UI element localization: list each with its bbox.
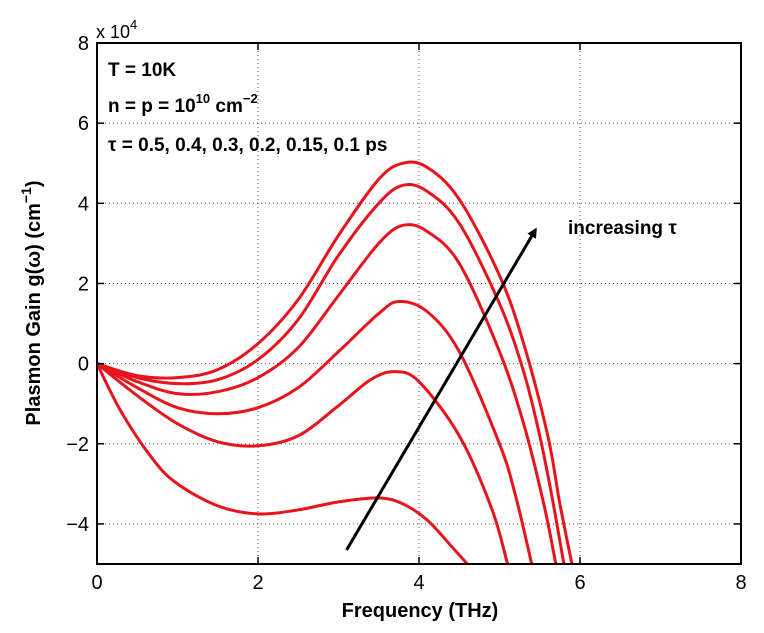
grid	[97, 43, 741, 564]
series-line-3	[97, 223, 558, 564]
x-tick-label: 4	[413, 572, 424, 594]
y-tick-label: 4	[78, 193, 89, 215]
y-tick-label: 2	[78, 273, 89, 295]
x-tick-label: 8	[735, 572, 746, 594]
y-tick-label: 0	[78, 354, 89, 376]
series-line-6	[97, 362, 469, 564]
series-line-1	[97, 160, 574, 564]
y-tick-label: 6	[78, 113, 89, 135]
x-axis-label: Frequency (THz)	[342, 600, 499, 622]
tick-labels: 0 2 4 6 8 −4 −2 0 2 4 6 8	[66, 33, 746, 594]
trend-arrow	[345, 227, 538, 551]
annotation-temperature: T = 10K	[108, 60, 176, 81]
series-line-2	[97, 182, 566, 564]
series-group	[97, 160, 574, 564]
x-tick-label: 6	[574, 572, 585, 594]
y-multiplier: x 104	[96, 17, 137, 42]
ticks	[96, 42, 742, 564]
annotation-density: n = p = 1010 cm−2	[108, 91, 258, 117]
x-tick-label: 2	[252, 572, 263, 594]
y-tick-label: 8	[78, 33, 89, 55]
x-tick-label: 0	[91, 572, 102, 594]
y-tick-label: −4	[66, 514, 89, 536]
y-axis-label: Plasmon Gain g(ω) (cm−1)	[18, 180, 45, 425]
annotation-tau-values: τ = 0.5, 0.4, 0.3, 0.2, 0.15, 0.1 ps	[108, 135, 387, 156]
series-line-4	[97, 299, 534, 564]
arrow-label: increasing τ	[568, 218, 677, 239]
y-tick-label: −2	[66, 434, 89, 456]
series-line-5	[97, 362, 510, 564]
